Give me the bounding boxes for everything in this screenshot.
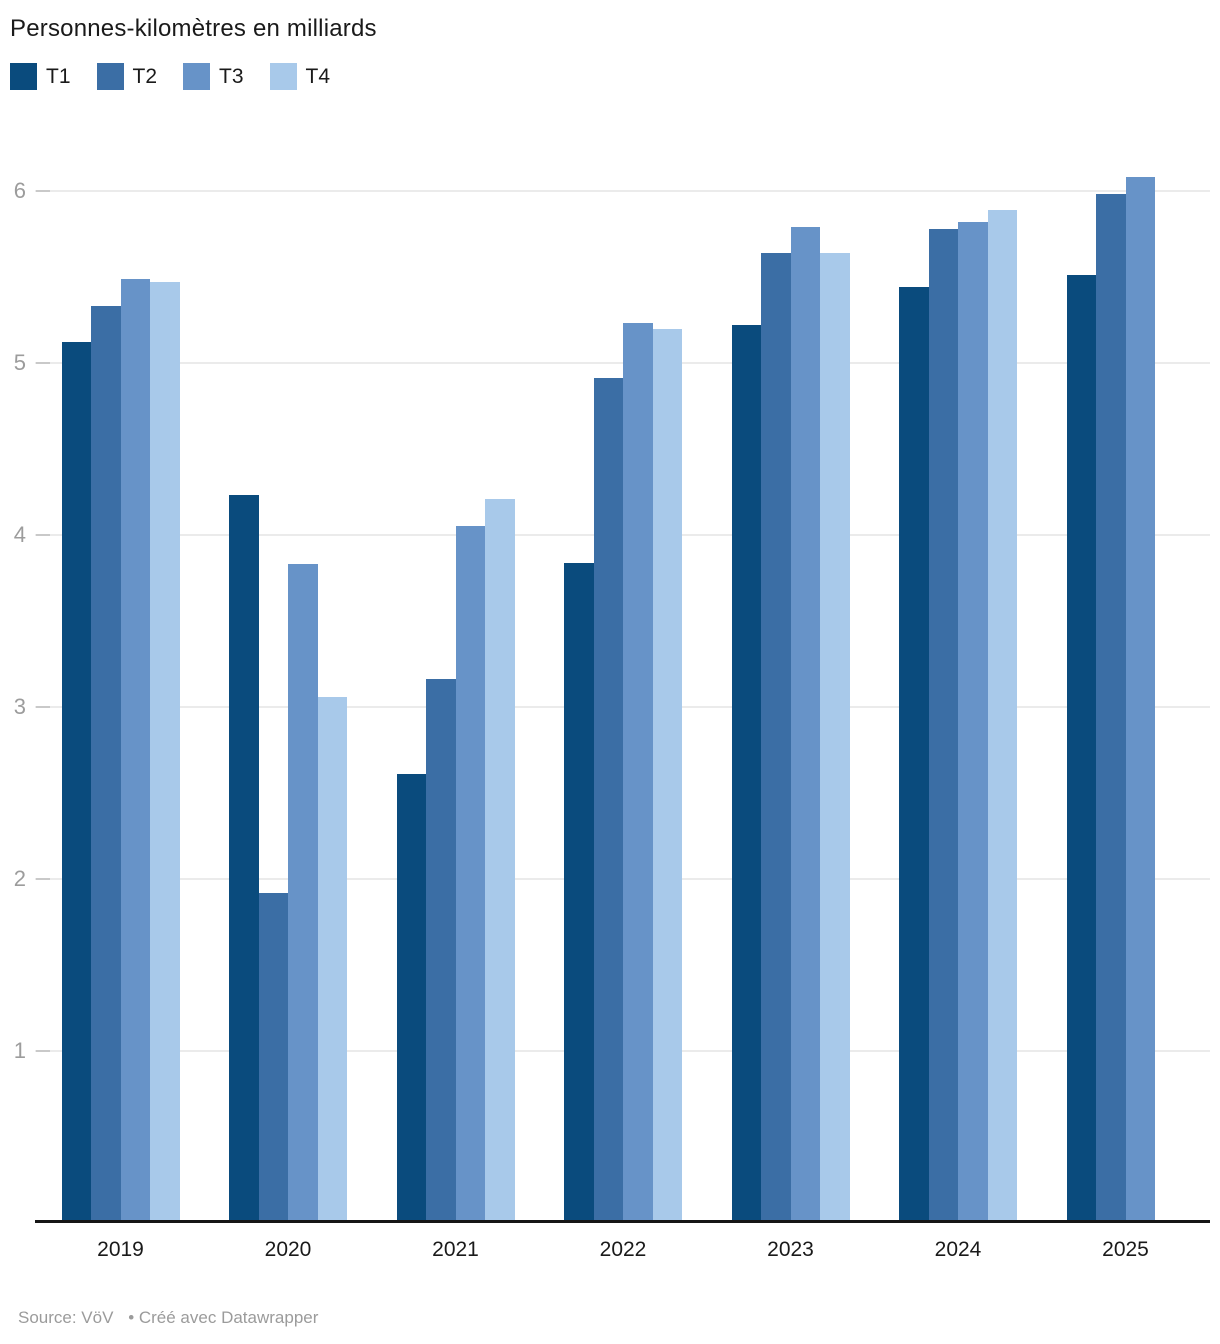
chart-title: Personnes-kilomètres en milliards bbox=[10, 15, 377, 42]
bar-2019-T1 bbox=[61, 342, 91, 1223]
y-axis-label: 1 bbox=[13, 1038, 26, 1063]
bar-2024-T4 bbox=[987, 209, 1017, 1223]
source-attribution: Source: VöV • Créé avec Datawrapper bbox=[18, 1308, 318, 1328]
bar-2024-T3 bbox=[958, 221, 988, 1223]
bar-2023-T3 bbox=[790, 227, 820, 1223]
y-axis-tick bbox=[36, 1050, 50, 1052]
bar-2022-T1 bbox=[564, 562, 594, 1223]
y-axis-label: 4 bbox=[13, 522, 26, 547]
legend-item-t2: T2 bbox=[96, 63, 158, 90]
bar-2022-T3 bbox=[623, 323, 653, 1223]
legend-label: T2 bbox=[132, 64, 158, 88]
legend-item-t4: T4 bbox=[269, 63, 331, 90]
y-axis-label: 5 bbox=[13, 350, 26, 375]
bar-2022-T4 bbox=[652, 328, 682, 1223]
gridline bbox=[35, 190, 1210, 192]
legend: T1 T2 T3 T4 bbox=[10, 63, 330, 90]
plot-area bbox=[35, 150, 1210, 1223]
legend-label: T3 bbox=[219, 64, 244, 88]
bar-2022-T2 bbox=[593, 378, 623, 1223]
bar-2020-T3 bbox=[288, 564, 318, 1223]
bar-2023-T1 bbox=[731, 325, 761, 1223]
bar-2019-T4 bbox=[150, 282, 180, 1223]
y-axis-tick bbox=[36, 878, 50, 880]
bar-2020-T2 bbox=[258, 892, 288, 1223]
bar-2021-T4 bbox=[485, 498, 515, 1223]
legend-item-t3: T3 bbox=[183, 63, 244, 90]
bar-2023-T4 bbox=[820, 252, 850, 1223]
bar-2023-T2 bbox=[761, 252, 791, 1223]
x-axis-label: 2019 bbox=[97, 1238, 144, 1261]
bar-2024-T1 bbox=[899, 287, 929, 1223]
legend-item-t1: T1 bbox=[10, 63, 71, 90]
bar-2025-T2 bbox=[1096, 194, 1126, 1223]
y-axis-label: 6 bbox=[13, 178, 26, 203]
x-axis-label: 2020 bbox=[264, 1238, 312, 1261]
legend-swatch bbox=[10, 63, 37, 90]
x-axis-label: 2021 bbox=[432, 1238, 479, 1261]
x-axis-label: 2023 bbox=[767, 1238, 814, 1261]
x-axis-label: 2022 bbox=[599, 1238, 647, 1261]
y-axis-label: 3 bbox=[13, 694, 26, 719]
legend-label: T1 bbox=[46, 64, 71, 88]
bar-2019-T3 bbox=[120, 278, 150, 1223]
y-axis-tick bbox=[36, 706, 50, 708]
source-label: Source: VöV bbox=[18, 1308, 114, 1327]
legend-swatch bbox=[96, 63, 124, 90]
y-axis-label: 2 bbox=[13, 866, 26, 891]
bar-2020-T1 bbox=[229, 495, 259, 1223]
attribution-label: • Créé avec Datawrapper bbox=[128, 1308, 319, 1327]
bar-2019-T2 bbox=[91, 306, 121, 1223]
x-axis-label: 2025 bbox=[1102, 1238, 1149, 1261]
bar-2021-T2 bbox=[426, 679, 456, 1223]
y-axis-tick bbox=[36, 190, 50, 192]
y-axis-tick bbox=[36, 534, 50, 536]
x-axis-line bbox=[35, 1220, 1210, 1223]
x-axis-label: 2024 bbox=[934, 1238, 982, 1261]
legend-label: T4 bbox=[305, 64, 331, 88]
gridline bbox=[35, 362, 1210, 364]
bar-2025-T1 bbox=[1066, 275, 1096, 1223]
legend-swatch bbox=[183, 63, 211, 90]
bar-2025-T3 bbox=[1125, 177, 1155, 1223]
bar-2020-T4 bbox=[317, 696, 347, 1223]
bar-2021-T3 bbox=[455, 526, 485, 1223]
bar-2024-T2 bbox=[928, 228, 958, 1223]
legend-swatch bbox=[269, 63, 297, 90]
y-axis-tick bbox=[36, 362, 50, 364]
bar-2021-T1 bbox=[396, 774, 426, 1223]
